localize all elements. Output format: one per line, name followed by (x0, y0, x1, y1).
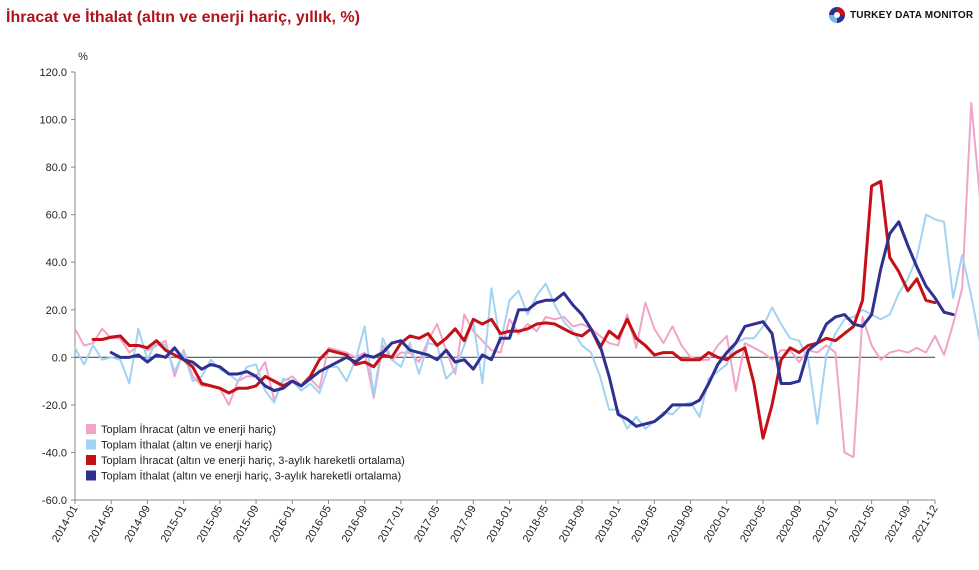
x-tick-label: 2014-09 (122, 504, 153, 545)
x-tick-label: 2015-09 (231, 504, 262, 545)
y-axis-unit-label: % (78, 51, 88, 63)
x-tick-label: 2015-05 (195, 504, 226, 545)
x-tick-label: 2018-01 (485, 504, 516, 545)
x-tick-label: 2020-05 (738, 504, 769, 545)
series-line-4 (109, 220, 955, 428)
series-line-2 (74, 213, 979, 430)
x-tick-label: 2017-05 (412, 504, 443, 545)
x-tick-label: 2014-05 (86, 504, 117, 545)
legend-label: Toplam İhracat (altın ve enerji hariç) (101, 423, 276, 436)
x-tick-label: 2016-01 (267, 504, 298, 545)
y-tick-label: 80.0 (46, 162, 67, 174)
legend-swatch (86, 470, 96, 481)
x-tick-label: 2020-01 (702, 504, 733, 545)
x-tick-label: 2018-05 (521, 504, 552, 545)
legend-swatch (86, 439, 96, 450)
chart-legend: Toplam İhracat (altın ve enerji hariç) To… (86, 423, 405, 483)
x-tick-label: 2016-05 (303, 504, 334, 545)
y-tick-label: 40.0 (46, 257, 67, 269)
y-tick-label: 60.0 (46, 210, 67, 222)
legend-label: Toplam İthalat (altın ve enerji hariç, 3… (101, 470, 401, 483)
legend-swatch (86, 424, 96, 434)
x-tick-label: 2021-01 (810, 504, 841, 545)
x-tick-label: 2018-09 (557, 504, 588, 545)
brand-logo: TURKEY DATA MONITOR (828, 6, 973, 24)
x-tick-label: 2021-09 (883, 504, 914, 545)
y-tick-label: -60.0 (42, 495, 67, 507)
x-tick-label: 2014-01 (50, 504, 81, 545)
chart-title: İhracat ve İthalat (altın ve enerji hari… (6, 9, 360, 26)
series-line-1 (74, 101, 979, 459)
x-tick-label: 2019-01 (593, 504, 624, 545)
x-tick-label: 2019-05 (629, 504, 660, 545)
y-tick-label: 100.0 (39, 115, 67, 127)
y-tick-label: 20.0 (46, 305, 67, 317)
x-tick-label: 2017-01 (376, 504, 407, 545)
brand-logo-text: TURKEY DATA MONITOR (850, 9, 974, 21)
legend-label: Toplam İhracat (altın ve enerji hariç, 3… (101, 454, 405, 467)
y-tick-label: -20.0 (42, 400, 67, 412)
x-tick-label: 2015-01 (159, 504, 190, 545)
chart-series (74, 101, 979, 459)
x-tick-label: 2019-09 (666, 504, 697, 545)
x-tick-label: 2020-09 (774, 504, 805, 545)
globe-logo-icon (829, 7, 845, 23)
legend-label: Toplam İthalat (altın ve enerji hariç) (101, 439, 272, 452)
x-tick-label: 2021-12 (910, 504, 941, 545)
x-tick-label: 2016-09 (340, 504, 371, 545)
series-line-3 (91, 179, 937, 440)
x-tick-label: 2021-05 (847, 504, 878, 545)
y-tick-label: 120.0 (39, 67, 67, 79)
legend-swatch (86, 455, 96, 465)
y-tick-label: -40.0 (42, 447, 67, 459)
x-tick-label: 2017-09 (448, 504, 479, 545)
y-tick-label: 0.0 (52, 352, 67, 364)
